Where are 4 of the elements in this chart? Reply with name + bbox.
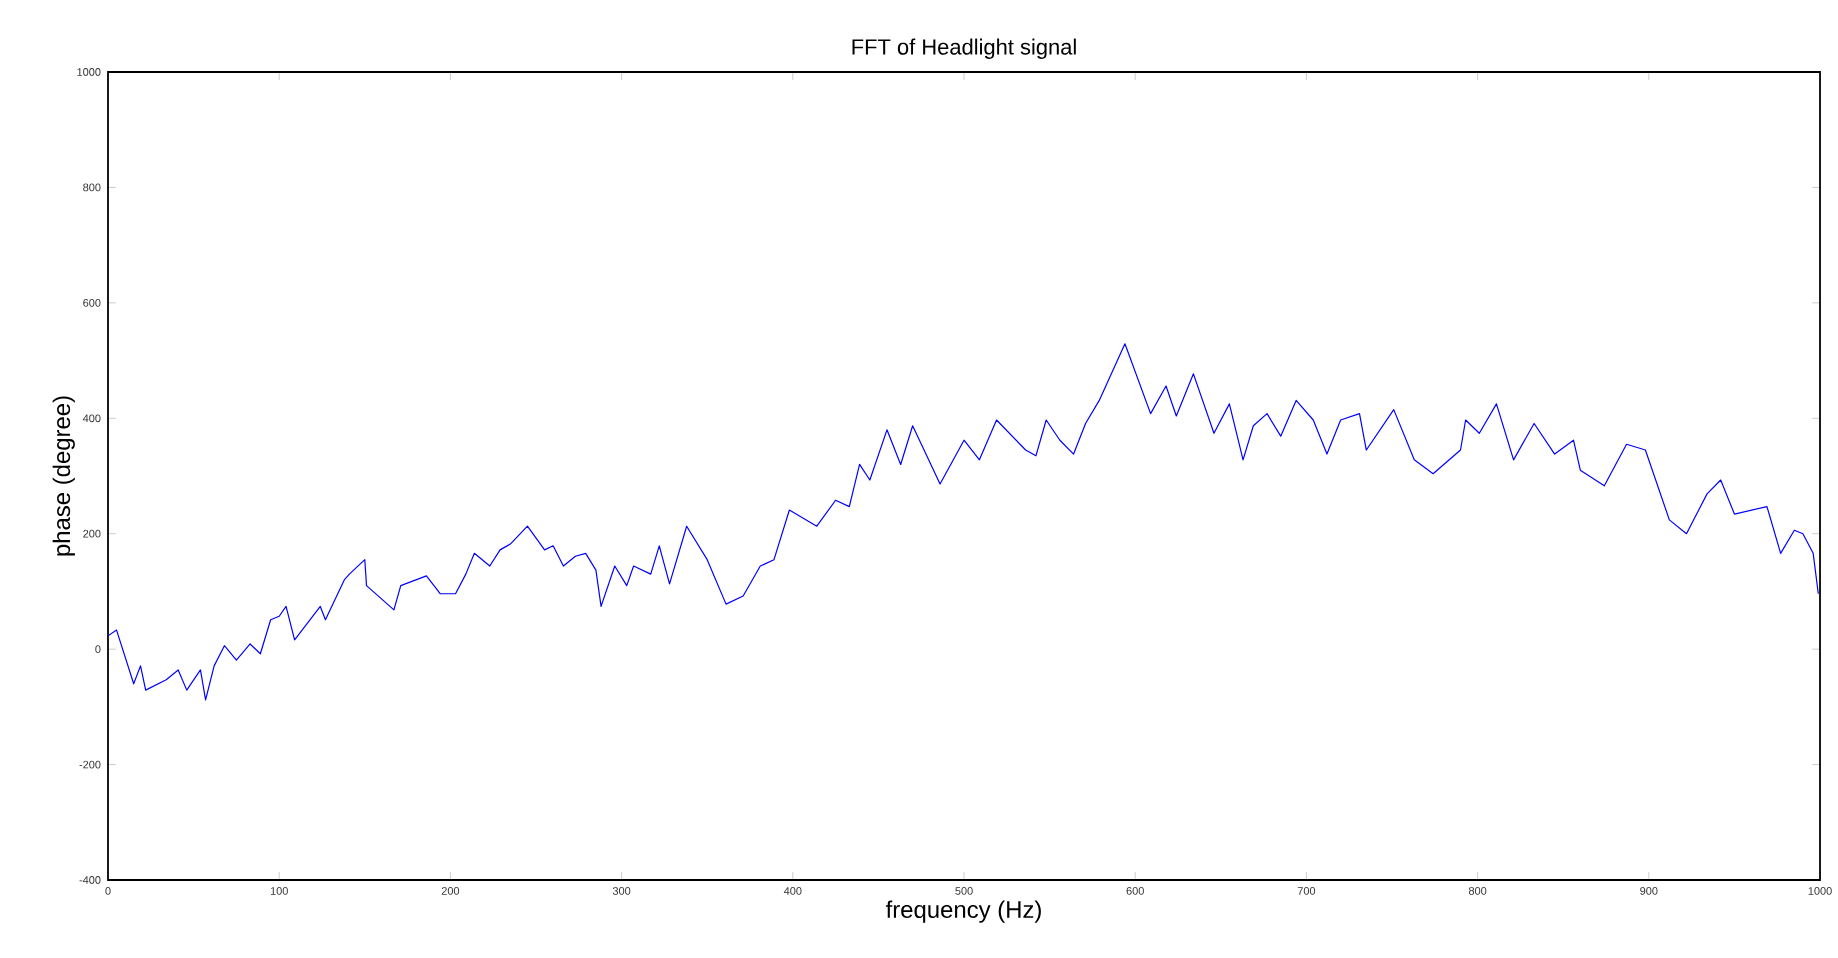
chart-title: FFT of Headlight signal	[852, 38, 1076, 59]
line-series	[108, 343, 1819, 701]
y-axis-title: phase (degree)	[52, 396, 75, 556]
x-axis-title: frequency (Hz)	[885, 900, 1041, 923]
